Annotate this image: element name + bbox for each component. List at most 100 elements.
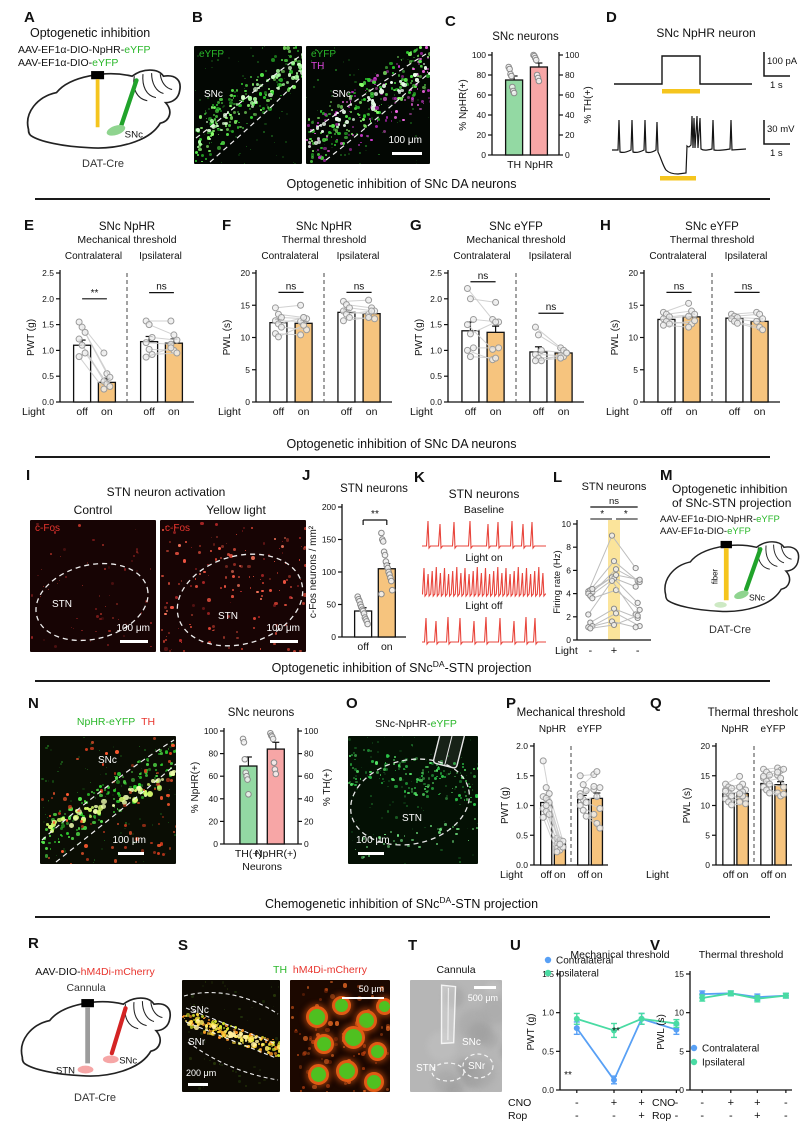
svg-text:eYFP: eYFP — [760, 724, 785, 735]
svg-text:TH: TH — [507, 159, 521, 171]
virus-label: AAV-DIO-hM4Di-mCherry — [35, 966, 155, 978]
svg-text:5: 5 — [705, 830, 710, 840]
svg-text:off: off — [723, 869, 735, 881]
svg-text:% TH(+): % TH(+) — [322, 769, 333, 806]
svg-text:Ipsilateral: Ipsilateral — [556, 969, 599, 980]
th-tag: TH — [311, 61, 325, 72]
micrograph-snc-zoom: 50 μm — [290, 980, 390, 1092]
panel-d: D SNc NpHR neuron 100 pA 1 s 30 mV 1 s — [606, 6, 802, 192]
svg-text:PWL (s): PWL (s) — [656, 1014, 667, 1050]
svg-text:TH(+): TH(+) — [235, 848, 262, 860]
chart-eyfp-mechanical: 0.0 0.5 1.0 1.5 2.0 2.5 PWT (g) SNc eYFP Mechani… — [408, 218, 592, 433]
svg-text:-: - — [729, 1110, 733, 1122]
panel-f-label: F — [222, 217, 232, 234]
svg-text:2.0: 2.0 — [430, 294, 442, 304]
panel-i: I STN neuron activation Control Yellow l… — [16, 466, 308, 656]
scalebar — [358, 852, 384, 855]
panel-m: M Optogenetic inhibition of SNc-STN proj… — [660, 466, 802, 666]
svg-text:20: 20 — [701, 741, 711, 751]
svg-text:**: ** — [91, 288, 99, 299]
light-off-trace — [422, 616, 546, 646]
svg-text:ns: ns — [742, 281, 753, 292]
svg-text:20: 20 — [477, 130, 487, 140]
svg-text:**: ** — [612, 1026, 620, 1037]
scalebar-label: 100 μm — [116, 623, 150, 634]
panel-j-label: J — [302, 467, 311, 484]
svg-text:60: 60 — [477, 90, 487, 100]
svg-text:Contralateral: Contralateral — [453, 251, 510, 262]
panel-u-label: U — [510, 937, 521, 954]
svg-text:on: on — [558, 406, 570, 418]
svg-text:Ipsilateral: Ipsilateral — [702, 1058, 745, 1069]
svg-text:-: - — [575, 1097, 579, 1109]
svg-text:Thermal threshold: Thermal threshold — [708, 707, 798, 719]
panel-r: R AAV-DIO-hM4Di-mCherry Cannula STN SNc D… — [16, 928, 174, 1128]
svg-text:SNc: SNc — [749, 592, 765, 602]
control-caption: Control — [73, 503, 113, 517]
panel-g: G 0.0 0.5 1.0 1.5 2.0 2.5 PWT (g) SNc eYFP Mecha… — [404, 210, 594, 436]
panel-b-label: B — [192, 9, 203, 26]
svg-text:-: - — [588, 645, 592, 657]
svg-text:on: on — [168, 406, 180, 418]
panel-f: F 0 5 10 15 20 PWL (s) SNc NpHR Thermal thresho… — [210, 210, 400, 436]
section-header-3: Optogenetic inhibition of SNcDA-STN proj… — [271, 659, 532, 676]
snc-label: SNc — [462, 1037, 481, 1048]
micrograph-snc-overview: SNc SNr 200 μm — [182, 980, 280, 1092]
svg-text:Light: Light — [22, 406, 45, 418]
svg-text:% TH(+): % TH(+) — [583, 86, 594, 123]
svg-text:0.0: 0.0 — [42, 397, 54, 407]
svg-text:20: 20 — [304, 816, 314, 826]
virus-label-2: AAV-EF1α-DIO-eYFP — [18, 57, 119, 69]
svg-text:1.5: 1.5 — [430, 320, 442, 330]
micrograph-nphr-th: SNc 100 μm — [40, 736, 176, 864]
svg-text:100: 100 — [565, 50, 579, 60]
chart-snc-neurons-projection: 0 20 40 60 80 100 % NpHR(+) 0 20 40 60 80 100 % TH(+)… — [184, 704, 336, 888]
yellow-light-bar — [662, 89, 700, 94]
svg-text:15: 15 — [675, 969, 685, 979]
stn-label: STN — [218, 611, 238, 622]
svg-text:Contralateral: Contralateral — [556, 956, 613, 967]
svg-text:1.0: 1.0 — [542, 1008, 554, 1018]
baseline-trace — [422, 520, 546, 550]
brightfield-cannula-image: SNc SNr STN 500 μm — [410, 980, 502, 1092]
svg-text:10: 10 — [629, 333, 639, 343]
svg-text:off: off — [357, 641, 369, 653]
svg-text:2.5: 2.5 — [430, 268, 442, 278]
svg-text:SNc: SNc — [119, 1056, 137, 1066]
yellow-light-caption: Yellow light — [206, 503, 266, 517]
svg-text:off: off — [533, 406, 545, 418]
svg-text:Neurons: Neurons — [242, 861, 282, 873]
scalebar-label: 100 μm — [266, 623, 300, 634]
svg-text:0.5: 0.5 — [516, 830, 528, 840]
virus-label-2: AAV-EF1α-DIO-eYFP — [660, 526, 751, 537]
svg-text:2.0: 2.0 — [42, 294, 54, 304]
svg-text:NpHR: NpHR — [525, 159, 554, 171]
svg-text:PWT (g): PWT (g) — [500, 787, 511, 824]
svg-text:off: off — [341, 406, 353, 418]
svg-text:80: 80 — [477, 70, 487, 80]
svg-text:0: 0 — [245, 397, 250, 407]
svg-text:**: ** — [371, 509, 379, 520]
chart-nphr-thermal: 0 5 10 15 20 PWL (s) SNc NpHR Thermal threshold… — [216, 218, 400, 433]
svg-text:20: 20 — [629, 268, 639, 278]
svg-text:40: 40 — [209, 794, 219, 804]
fluor-tags: TH hM4Di-mCherry — [273, 964, 367, 976]
svg-text:off: off — [273, 406, 285, 418]
chart-snc-neurons: 0 20 40 60 80 100 % NpHR(+) 0 20 40 60 80 100 % TH(+)… — [452, 28, 597, 186]
svg-text:on: on — [737, 869, 749, 881]
cfos-tag: c-Fos — [165, 523, 190, 534]
stn-label: STN — [416, 1063, 436, 1074]
panel-n: N NpHR-eYFP TH SNc 100 μm 0 20 40 60 80 100 % … — [16, 690, 346, 890]
svg-text:5: 5 — [679, 1046, 684, 1056]
panel-c-label: C — [445, 13, 456, 30]
svg-text:on: on — [101, 406, 113, 418]
svg-text:*: * — [600, 509, 604, 520]
scalebar — [342, 997, 384, 999]
panel-a-title: Optogenetic inhibition — [30, 26, 151, 40]
svg-text:off: off — [761, 869, 773, 881]
svg-text:NpHR: NpHR — [721, 724, 748, 735]
svg-text:SNc: SNc — [125, 130, 144, 141]
svg-text:80: 80 — [565, 70, 575, 80]
svg-text:Thermal threshold: Thermal threshold — [699, 949, 784, 961]
